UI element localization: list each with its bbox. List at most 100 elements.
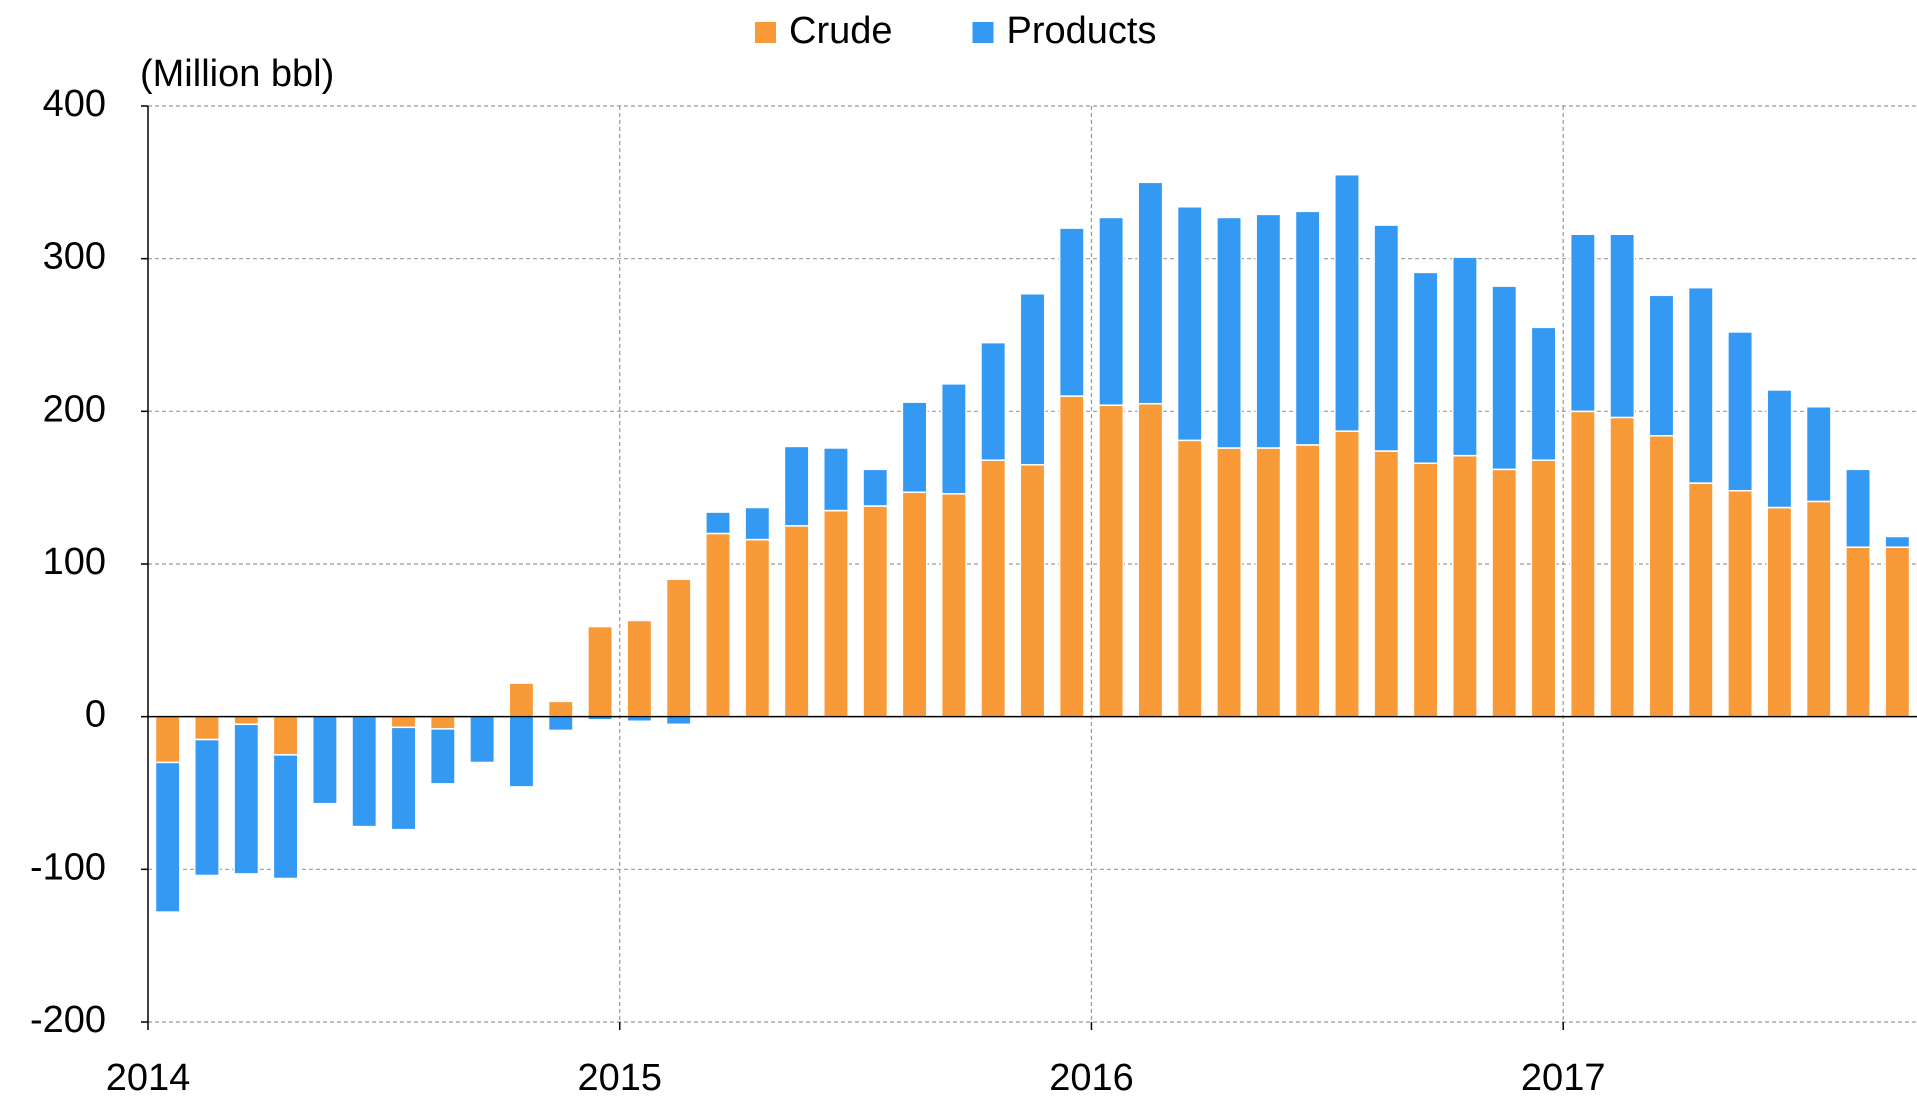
bar-segment xyxy=(233,715,260,726)
bar-segment xyxy=(1845,468,1871,548)
y-axis-label: (Million bbl) xyxy=(140,53,334,95)
bar-segment xyxy=(823,447,849,512)
bar-segment xyxy=(1137,402,1164,718)
bar-segment xyxy=(1098,404,1125,718)
bar-segment xyxy=(901,491,928,718)
bar-segment xyxy=(1530,326,1557,461)
bar-segment xyxy=(1058,395,1085,718)
bar-segment xyxy=(1727,331,1754,492)
bar-segment xyxy=(1334,430,1360,718)
bar-segment xyxy=(1176,206,1203,442)
bar-segment xyxy=(1176,439,1203,718)
bar-segment xyxy=(665,715,692,726)
y-tick-label: -200 xyxy=(30,999,106,1041)
bar-segment xyxy=(862,505,889,718)
bar-segment xyxy=(508,715,535,788)
bar-segment xyxy=(1451,454,1478,718)
bar-segment xyxy=(351,715,378,828)
bar-segment xyxy=(1569,410,1596,718)
bar-segment xyxy=(1373,450,1400,718)
bar-segment xyxy=(1451,256,1478,457)
bar-segment xyxy=(1805,406,1832,503)
legend-swatch xyxy=(755,22,776,43)
bar-segment xyxy=(1137,181,1164,405)
x-tick-label: 2016 xyxy=(1049,1057,1134,1099)
bar-segment xyxy=(1648,294,1675,437)
bar-segment xyxy=(980,459,1007,718)
bar-segment xyxy=(1687,286,1714,484)
bar-segment xyxy=(783,525,810,718)
bar-segment xyxy=(940,383,967,495)
bar-segment xyxy=(1530,459,1557,718)
bar-segment xyxy=(626,619,653,718)
legend-swatch xyxy=(972,22,994,43)
bar-segment xyxy=(272,754,299,880)
bar-segment xyxy=(980,341,1007,461)
bar-segment xyxy=(154,761,181,913)
bar-segment xyxy=(194,715,220,741)
bar-segment xyxy=(547,715,574,732)
bar-segment xyxy=(862,468,889,507)
bar-segment xyxy=(1766,506,1793,718)
bar-segment xyxy=(1648,435,1675,718)
y-tick-label: 100 xyxy=(43,541,106,583)
bar-segment xyxy=(1255,213,1282,449)
bar-segment xyxy=(429,728,456,785)
bar-segment xyxy=(429,715,456,730)
bar-segment xyxy=(1019,293,1046,466)
bar-segment xyxy=(1098,216,1125,406)
legend-label: Crude xyxy=(789,10,893,52)
bar-segment xyxy=(1334,173,1360,432)
bar-segment xyxy=(705,511,731,535)
bar-segment xyxy=(587,625,614,718)
bar-segment xyxy=(744,506,771,541)
bar-segment xyxy=(1805,500,1832,718)
bar-segment xyxy=(1609,233,1636,419)
x-tick-label: 2017 xyxy=(1521,1057,1606,1099)
bar-segment xyxy=(1569,233,1596,413)
bar-segment xyxy=(783,445,810,527)
bar-segment xyxy=(390,715,417,729)
x-tick-label: 2014 xyxy=(106,1057,191,1099)
y-tick-label: 0 xyxy=(85,694,106,736)
bar-segment xyxy=(1884,535,1911,548)
bar-segment xyxy=(1019,464,1046,718)
bar-segment xyxy=(547,700,574,718)
bar-segment xyxy=(272,715,299,756)
bar-segment xyxy=(194,738,220,877)
bar-segment xyxy=(823,509,849,718)
bar-segment xyxy=(1255,447,1282,718)
bar-segment xyxy=(1216,216,1242,449)
bar-segment xyxy=(1687,482,1714,718)
y-tick-label: -100 xyxy=(30,846,106,888)
legend-label: Products xyxy=(1007,10,1157,52)
bar-segment xyxy=(1491,285,1518,471)
bar-segment xyxy=(744,538,771,718)
bar-segment xyxy=(508,682,535,718)
bar-segment xyxy=(940,493,967,718)
bar-segment xyxy=(901,401,928,493)
bar-segment xyxy=(233,723,260,875)
y-tick-label: 400 xyxy=(43,83,106,125)
bar-segment xyxy=(390,726,417,831)
bar-segment xyxy=(1491,468,1518,718)
bar-segment xyxy=(705,532,731,718)
bar-segment xyxy=(1845,546,1871,718)
bar-segment xyxy=(1412,271,1439,464)
bar-segment xyxy=(1884,546,1911,718)
bar-segment xyxy=(1609,416,1636,718)
bar-segment xyxy=(1294,444,1321,718)
y-tick-label: 300 xyxy=(43,236,106,278)
y-tick-label: 200 xyxy=(43,388,106,430)
bar-segment xyxy=(1294,210,1321,446)
bar-segment xyxy=(665,578,692,718)
bar-segment xyxy=(154,715,181,764)
bar-segment xyxy=(1373,224,1400,452)
bar-segment xyxy=(311,715,338,805)
x-tick-label: 2015 xyxy=(577,1057,662,1099)
bar-segment xyxy=(469,715,496,764)
bar-segment xyxy=(1058,227,1085,397)
bar-segment xyxy=(1727,489,1754,718)
bar-segment xyxy=(1216,447,1242,718)
